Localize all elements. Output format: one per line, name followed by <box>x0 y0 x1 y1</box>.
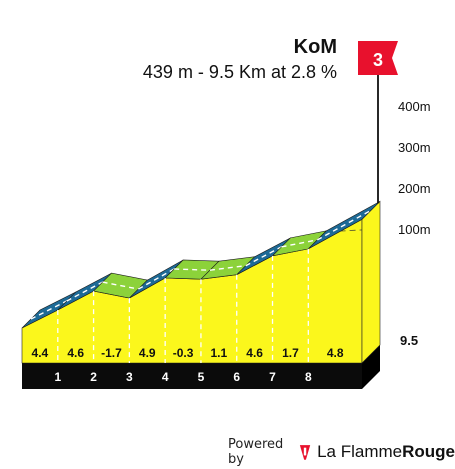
km-marker-label: 2 <box>90 370 97 384</box>
road-centerline <box>66 281 103 302</box>
elevation-grid <box>29 106 380 248</box>
road-centerline <box>281 239 318 248</box>
segment-gradient-label: 4.8 <box>327 346 344 360</box>
powered-by-label: Powered by <box>228 437 284 467</box>
km-marker-label: 3 <box>126 370 133 384</box>
km-marker-label: 5 <box>198 370 205 384</box>
elevation-tick-label: 400m <box>398 99 431 114</box>
segment-gradient-label: 4.9 <box>139 346 156 360</box>
road-centerline <box>102 281 139 290</box>
segment-gradient-label: 4.6 <box>246 346 263 360</box>
brand-name: La FlammeRouge <box>317 442 455 462</box>
profile-road-layer <box>21 201 381 329</box>
road-centerline <box>174 268 210 271</box>
segment-gradient-label: 4.4 <box>32 346 49 360</box>
brand-name-plain: La Flamme <box>317 442 403 461</box>
elevation-tick-label: 100m <box>398 222 431 237</box>
category-flag <box>358 41 398 75</box>
segment-gradient-label: 1.1 <box>210 346 227 360</box>
grid-line-400 <box>30 106 380 124</box>
climb-summary: 439 m - 9.5 Km at 2.8 % <box>142 62 337 82</box>
road-centerline <box>30 300 68 320</box>
road-centerline <box>316 209 372 241</box>
footer-credit: Powered by La FlammeRouge <box>228 437 455 467</box>
road-centerline <box>245 246 282 267</box>
segment-gradient-label: 1.7 <box>282 346 299 360</box>
base-band-side <box>362 345 380 389</box>
km-marker-label: 6 <box>233 370 240 384</box>
grid-line-300 <box>30 147 380 165</box>
base-band-front <box>22 363 362 389</box>
km-marker-label: 7 <box>269 370 276 384</box>
km-marker-label: 4 <box>162 370 169 384</box>
category-flag-label: 3 <box>373 50 383 70</box>
segment-gradient-label: -1.7 <box>101 346 122 360</box>
segment-gradient-label: -0.3 <box>173 346 194 360</box>
segment-gradient-label: 4.6 <box>67 346 84 360</box>
km-marker-label: 1 <box>54 370 61 384</box>
profile-end-face <box>361 200 381 364</box>
summit-flag: 3 <box>358 41 398 204</box>
flame-logo-icon <box>299 445 311 460</box>
climb-title: KoM <box>293 36 337 58</box>
km-marker-label: 8 <box>305 370 312 384</box>
road-centerline <box>209 265 246 271</box>
grid-line-200 <box>30 188 380 206</box>
elevation-tick-label: 300m <box>398 140 431 155</box>
road-centerline <box>138 268 175 290</box>
brand-name-bold: Rouge <box>402 442 455 461</box>
distance-end-label: 9.5 <box>400 333 418 348</box>
elevation-tick-label: 200m <box>398 181 431 196</box>
profile-labels: 100m 200m 300m 400m 4.4 4.6 -1.7 4.9 -0.3 1.1 4.6 1… <box>32 99 431 384</box>
